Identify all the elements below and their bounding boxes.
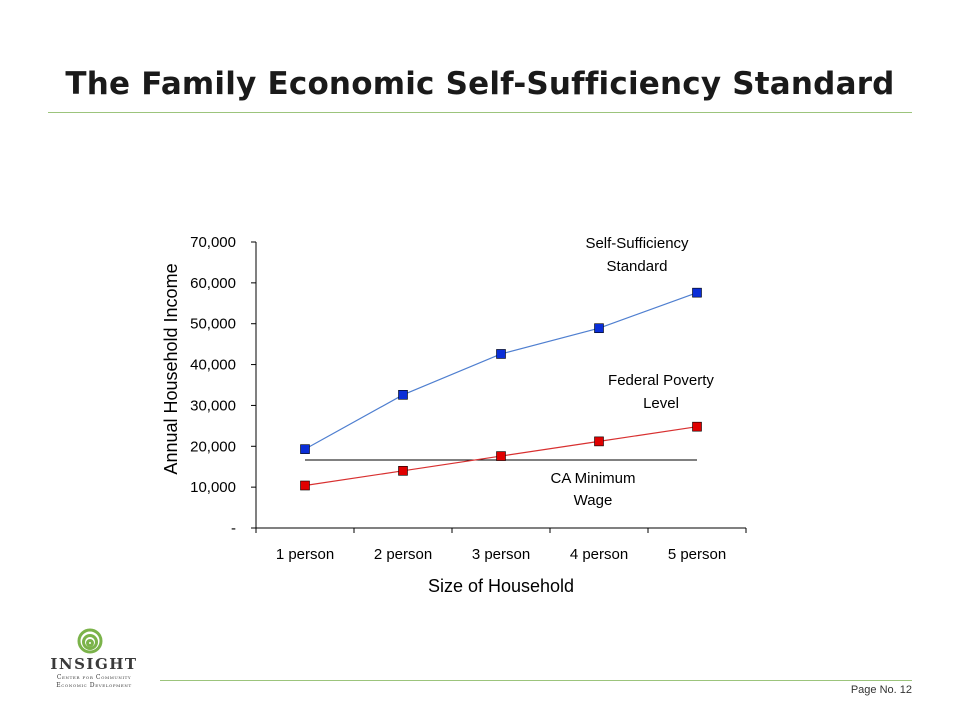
series-marker <box>398 390 408 400</box>
y-tick-label: 50,000 <box>190 316 236 333</box>
series-marker <box>300 480 310 491</box>
series-line <box>304 292 698 450</box>
swirl-icon <box>77 628 103 654</box>
logo-subtitle-line2: Economic Development <box>56 682 132 689</box>
y-tick-label: 10,000 <box>190 479 236 496</box>
logo-subtitle-line1: Center for Community <box>57 674 131 681</box>
y-tick-label: 30,000 <box>190 397 236 414</box>
x-tick-label: 5 person <box>668 546 726 563</box>
x-tick-label: 3 person <box>472 546 530 563</box>
series-marker <box>594 436 604 447</box>
series-label: Standard <box>607 258 668 275</box>
reference-line-label: CA Minimum <box>550 470 635 487</box>
series-marker <box>692 287 702 298</box>
reference-line-label: Wage <box>574 492 613 509</box>
series-label: Level <box>643 395 679 412</box>
insight-logo: INSIGHT Center for Community Economic De… <box>50 628 137 689</box>
series-label: Federal Poverty <box>608 372 714 389</box>
y-tick-label: - <box>231 520 236 537</box>
y-tick-label: 60,000 <box>190 275 236 292</box>
x-tick-label: 2 person <box>374 546 432 563</box>
series-marker <box>398 465 408 476</box>
series-marker <box>496 451 506 461</box>
series-marker <box>496 349 506 359</box>
slide-title: The Family Economic Self-Sufficiency Sta… <box>65 66 895 102</box>
chart-annotations: CA Minimum Wage Self-Sufficiency Standard Fe… <box>550 235 714 509</box>
y-tick-label: 70,000 <box>190 234 236 251</box>
series-marker <box>692 421 702 432</box>
title-divider <box>48 112 912 113</box>
logo-wordmark: INSIGHT <box>50 655 137 673</box>
page-number: Page No. 12 <box>850 684 912 696</box>
y-axis-title: Annual Household Income <box>161 263 181 474</box>
y-tick-label: 20,000 <box>190 438 236 455</box>
series-marker <box>300 444 310 454</box>
x-tick-label: 4 person <box>570 546 628 563</box>
series-label: Self-Sufficiency <box>585 235 689 252</box>
x-axis-title: Size of Household <box>428 576 574 596</box>
series-marker <box>594 323 604 334</box>
chart-series <box>300 287 702 491</box>
footer-divider <box>160 680 912 681</box>
x-tick-label: 1 person <box>276 546 334 563</box>
chart-axes: - 10,000 20,000 30,000 40,000 50,000 60,000 70,… <box>161 234 747 596</box>
y-tick-label: 40,000 <box>190 357 236 374</box>
